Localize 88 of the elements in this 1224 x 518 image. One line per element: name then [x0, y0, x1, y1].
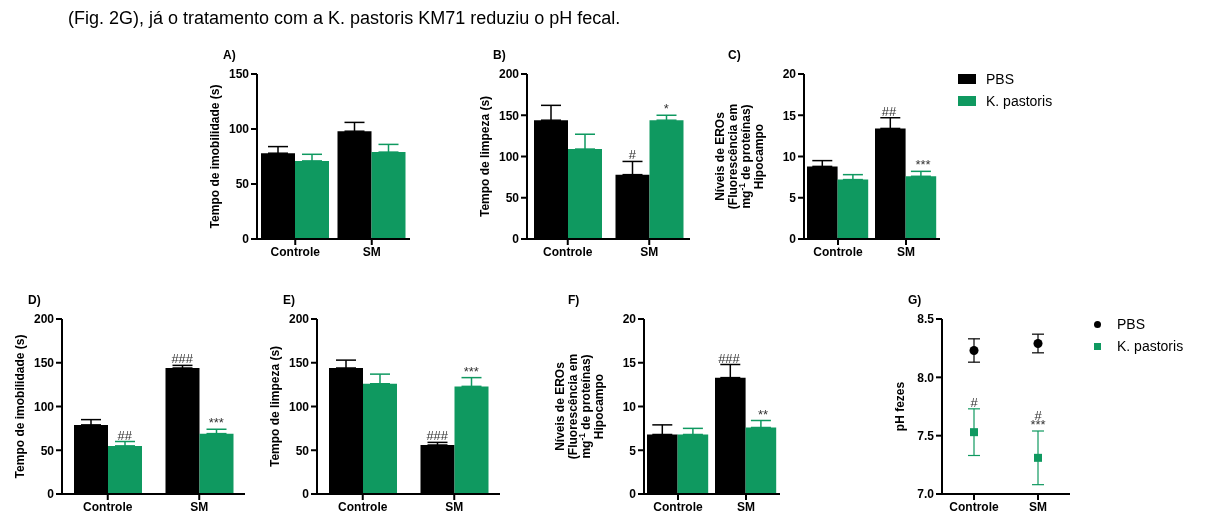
- bar: [568, 149, 602, 239]
- text: (Fig. 2G), já o tratamento com a K. pastoris KM71 reduziu o pH fecal.: [68, 8, 621, 29]
- y-tick-label: 150: [228, 67, 250, 82]
- x-tick-label: SM: [445, 499, 464, 514]
- x-tick-label: SM: [1029, 499, 1047, 514]
- chart-title: C): [727, 48, 742, 64]
- x-tick-label: SM: [897, 244, 915, 259]
- y-tick-label: 0: [242, 232, 250, 247]
- y-tick-label: 100: [228, 122, 250, 137]
- annotation: #: [628, 147, 637, 163]
- x-tick-label: SM: [640, 244, 659, 259]
- bar: [837, 179, 869, 239]
- legend-label: PBS: [986, 71, 1015, 87]
- y-tick-label: 10: [622, 399, 637, 414]
- x-tick-label: Controle: [270, 244, 321, 259]
- chart-title: B): [492, 48, 507, 64]
- y-tick-label: 150: [498, 108, 520, 123]
- annotation: ###: [718, 350, 741, 366]
- x-tick-label: Controle: [653, 499, 703, 514]
- y-axis-title: Tempo de imobilidade (s): [208, 84, 222, 229]
- y-axis-title: pH fezes: [893, 381, 907, 432]
- y-tick-label: 20: [782, 67, 797, 82]
- annotation: #: [970, 394, 979, 410]
- x-tick-label: Controle: [813, 244, 863, 259]
- x-tick-label: Controle: [338, 499, 388, 514]
- y-tick-label: 15: [622, 356, 637, 371]
- y-tick-label: 100: [288, 399, 310, 414]
- y-tick-label: 7.0: [917, 487, 935, 502]
- y-tick-label: 50: [40, 443, 55, 458]
- y-tick-label: 5: [629, 443, 637, 458]
- chart-title: F): [567, 293, 581, 309]
- y-axis-title: Tempo de limpeza (s): [478, 95, 492, 218]
- x-tick-label: SM: [190, 499, 209, 514]
- y-tick-label: 0: [789, 232, 797, 247]
- y-tick-label: 20: [622, 312, 637, 327]
- y-tick-label: 100: [33, 399, 55, 414]
- y-tick-label: 0: [512, 232, 520, 247]
- chart-title: G): [907, 293, 923, 309]
- y-tick-label: 8.0: [917, 370, 935, 385]
- y-tick-label: 50: [235, 177, 250, 192]
- y-tick-label: 150: [33, 356, 55, 371]
- y-tick-label: 0: [629, 487, 637, 502]
- annotation: *: [663, 101, 669, 117]
- y-tick-label: 8.5: [917, 312, 935, 327]
- legend-label: K. pastoris: [986, 93, 1053, 109]
- point: [969, 345, 979, 356]
- y-tick-label: 7.5: [917, 428, 935, 443]
- annotation: ###: [426, 428, 449, 444]
- y-tick-label: 50: [295, 443, 310, 458]
- y-tick-label: 200: [498, 67, 520, 82]
- bar: [199, 433, 234, 494]
- bar: [363, 383, 397, 494]
- x-tick-label: Controle: [949, 499, 999, 514]
- annotation: ##: [881, 103, 897, 119]
- x-tick-label: Controle: [83, 499, 133, 514]
- point: [1034, 453, 1042, 462]
- bar: [649, 120, 684, 239]
- point: [970, 428, 978, 437]
- y-tick-label: 200: [33, 312, 55, 327]
- annotation: ##: [117, 427, 133, 443]
- bar: [108, 445, 142, 494]
- chart-title: E): [282, 293, 296, 309]
- bar: [371, 152, 406, 239]
- chart-title: D): [27, 293, 42, 309]
- legend-label: PBS: [1117, 316, 1146, 332]
- y-axis-title: Tempo de imobilidade (s): [13, 334, 27, 479]
- y-axis-title: Tempo de limpeza (s): [268, 345, 282, 468]
- y-tick-label: 100: [498, 149, 520, 164]
- y-tick-label: 150: [288, 356, 310, 371]
- x-tick-label: Controle: [543, 244, 593, 259]
- x-tick-label: SM: [362, 244, 381, 259]
- annotation: ***: [463, 363, 479, 379]
- chart-title: A): [222, 48, 237, 64]
- annotation: **: [757, 406, 769, 422]
- x-tick-label: SM: [737, 499, 755, 514]
- annotation: ***: [915, 157, 931, 173]
- annotation: ***: [208, 415, 224, 431]
- y-tick-label: 0: [47, 487, 55, 502]
- y-tick-label: 15: [782, 108, 797, 123]
- y-tick-label: 50: [505, 191, 520, 206]
- y-tick-label: 10: [782, 149, 797, 164]
- y-tick-label: 200: [288, 312, 310, 327]
- y-tick-label: 0: [302, 487, 310, 502]
- legend-label: K. pastoris: [1117, 338, 1184, 354]
- bar: [295, 160, 329, 239]
- point: [1033, 338, 1043, 349]
- annotation: ###: [171, 351, 194, 367]
- y-tick-label: 5: [789, 191, 797, 206]
